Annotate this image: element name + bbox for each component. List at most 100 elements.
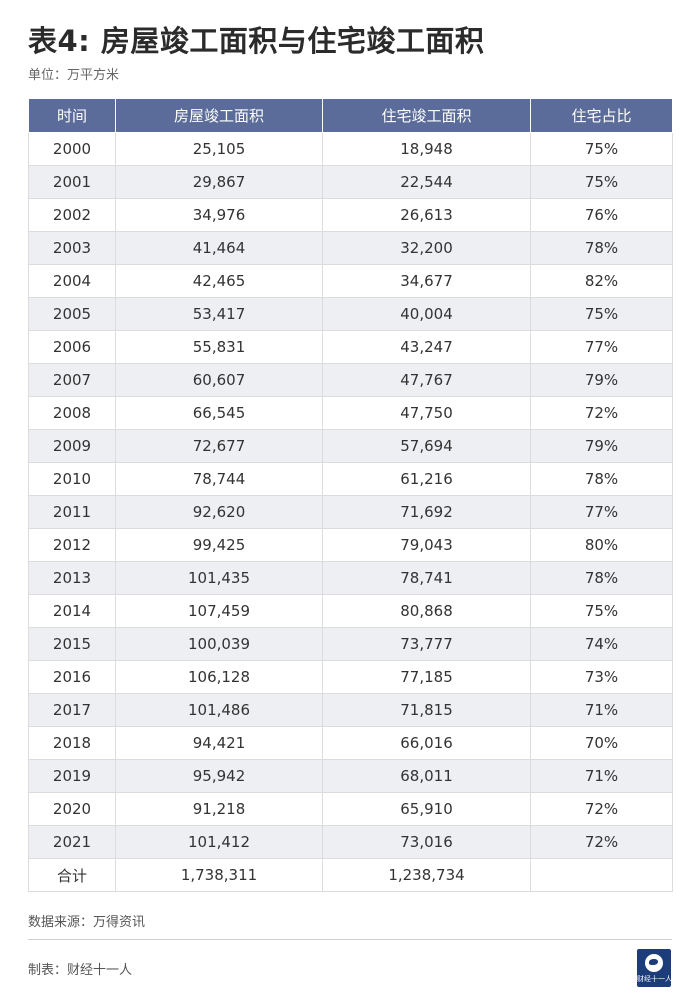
cell-residential-area: 43,247 — [322, 330, 531, 364]
header-residential-area: 住宅竣工面积 — [322, 98, 531, 133]
header-residential-share: 住宅占比 — [530, 98, 673, 133]
cell-year: 2021 — [28, 825, 116, 859]
cell-residential-share: 77% — [530, 330, 673, 364]
cell-residential-area: 65,910 — [322, 792, 531, 826]
table-row: 2012 99,425 79,043 80% — [28, 528, 673, 562]
table-row: 2001 29,867 22,544 75% — [28, 165, 673, 199]
cell-residential-area: 66,016 — [322, 726, 531, 760]
table-row: 2011 92,620 71,692 77% — [28, 495, 673, 529]
cell-residential-share: 78% — [530, 561, 673, 595]
cell-year: 2000 — [28, 132, 116, 166]
table-row: 2017 101,486 71,815 71% — [28, 693, 673, 727]
cell-building-area: 25,105 — [115, 132, 323, 166]
table-row: 2018 94,421 66,016 70% — [28, 726, 673, 760]
table-total-row: 合计 1,738,311 1,238,734 — [28, 858, 673, 892]
cell-residential-area: 34,677 — [322, 264, 531, 298]
cell-year: 2005 — [28, 297, 116, 331]
cell-residential-share: 76% — [530, 198, 673, 232]
cell-year: 2010 — [28, 462, 116, 496]
cell-year: 2001 — [28, 165, 116, 199]
table-row: 2020 91,218 65,910 72% — [28, 792, 673, 826]
cell-year: 2012 — [28, 528, 116, 562]
cell-year: 2019 — [28, 759, 116, 793]
table-row: 2016 106,128 77,185 73% — [28, 660, 673, 694]
cell-residential-share: 75% — [530, 165, 673, 199]
table-row: 2003 41,464 32,200 78% — [28, 231, 673, 265]
cell-year: 2014 — [28, 594, 116, 628]
cell-residential-area: 78,741 — [322, 561, 531, 595]
unit-note: 单位：万平方米 — [28, 68, 120, 83]
cell-residential-share: 73% — [530, 660, 673, 694]
cell-building-area: 106,128 — [115, 660, 323, 694]
cell-year: 2018 — [28, 726, 116, 760]
globe-icon — [645, 954, 663, 972]
total-label: 合计 — [28, 858, 116, 892]
cell-residential-area: 73,016 — [322, 825, 531, 859]
cell-residential-share: 75% — [530, 594, 673, 628]
table-row: 2021 101,412 73,016 72% — [28, 825, 673, 859]
cell-building-area: 100,039 — [115, 627, 323, 661]
table-row: 2007 60,607 47,767 79% — [28, 363, 673, 397]
cell-building-area: 101,412 — [115, 825, 323, 859]
cell-building-area: 41,464 — [115, 231, 323, 265]
table-row: 2009 72,677 57,694 79% — [28, 429, 673, 463]
cell-residential-share: 80% — [530, 528, 673, 562]
cell-year: 2004 — [28, 264, 116, 298]
cell-year: 2009 — [28, 429, 116, 463]
table-row: 2006 55,831 43,247 77% — [28, 330, 673, 364]
page-title: 表4: 房屋竣工面积与住宅竣工面积 — [28, 24, 485, 58]
cell-residential-share: 82% — [530, 264, 673, 298]
cell-residential-share: 71% — [530, 693, 673, 727]
table-row: 2015 100,039 73,777 74% — [28, 627, 673, 661]
total-residential-area: 1,238,734 — [322, 858, 531, 892]
cell-residential-area: 22,544 — [322, 165, 531, 199]
cell-residential-area: 71,815 — [322, 693, 531, 727]
logo-text: 财经十一人 — [637, 975, 672, 983]
table-header-row: 时间 房屋竣工面积 住宅竣工面积 住宅占比 — [28, 98, 673, 133]
data-table: 时间 房屋竣工面积 住宅竣工面积 住宅占比 2000 25,105 18,948 75… — [28, 98, 673, 892]
cell-residential-area: 32,200 — [322, 231, 531, 265]
cell-residential-area: 47,750 — [322, 396, 531, 430]
cell-building-area: 29,867 — [115, 165, 323, 199]
total-building-area: 1,738,311 — [115, 858, 323, 892]
header-year: 时间 — [28, 98, 116, 133]
cell-residential-share: 71% — [530, 759, 673, 793]
cell-building-area: 66,545 — [115, 396, 323, 430]
cell-residential-area: 77,185 — [322, 660, 531, 694]
cell-building-area: 34,976 — [115, 198, 323, 232]
table-row: 2014 107,459 80,868 75% — [28, 594, 673, 628]
cell-residential-area: 71,692 — [322, 495, 531, 529]
cell-building-area: 95,942 — [115, 759, 323, 793]
cell-residential-area: 61,216 — [322, 462, 531, 496]
cell-residential-area: 40,004 — [322, 297, 531, 331]
cell-year: 2003 — [28, 231, 116, 265]
cell-year: 2017 — [28, 693, 116, 727]
table-row: 2000 25,105 18,948 75% — [28, 132, 673, 166]
cell-residential-area: 57,694 — [322, 429, 531, 463]
cell-year: 2002 — [28, 198, 116, 232]
cell-residential-share: 79% — [530, 363, 673, 397]
table-row: 2013 101,435 78,741 78% — [28, 561, 673, 595]
cell-residential-share: 72% — [530, 792, 673, 826]
table-row: 2019 95,942 68,011 71% — [28, 759, 673, 793]
cell-building-area: 91,218 — [115, 792, 323, 826]
cell-year: 2011 — [28, 495, 116, 529]
cell-building-area: 92,620 — [115, 495, 323, 529]
total-residential-share — [530, 858, 673, 892]
cell-year: 2007 — [28, 363, 116, 397]
cell-residential-area: 73,777 — [322, 627, 531, 661]
cell-building-area: 101,435 — [115, 561, 323, 595]
cell-residential-area: 26,613 — [322, 198, 531, 232]
cell-building-area: 94,421 — [115, 726, 323, 760]
footer-divider — [28, 939, 672, 940]
cell-building-area: 55,831 — [115, 330, 323, 364]
cell-year: 2020 — [28, 792, 116, 826]
table-row: 2008 66,545 47,750 72% — [28, 396, 673, 430]
cell-building-area: 53,417 — [115, 297, 323, 331]
cell-building-area: 42,465 — [115, 264, 323, 298]
cell-year: 2008 — [28, 396, 116, 430]
table-row: 2010 78,744 61,216 78% — [28, 462, 673, 496]
cell-residential-share: 74% — [530, 627, 673, 661]
cell-residential-area: 18,948 — [322, 132, 531, 166]
cell-year: 2016 — [28, 660, 116, 694]
